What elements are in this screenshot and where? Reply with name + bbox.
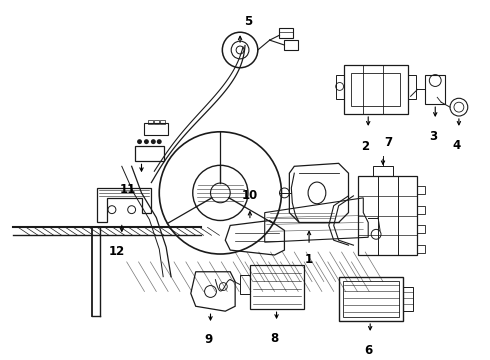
Text: 11: 11 bbox=[120, 183, 136, 196]
Bar bbox=[408, 75, 416, 99]
Bar bbox=[279, 28, 294, 38]
Bar bbox=[148, 120, 153, 124]
Text: 5: 5 bbox=[244, 15, 252, 28]
Text: 10: 10 bbox=[242, 189, 258, 202]
Bar bbox=[358, 176, 417, 255]
Bar bbox=[425, 75, 445, 104]
Text: 3: 3 bbox=[429, 130, 438, 143]
Bar bbox=[154, 120, 159, 124]
Bar bbox=[250, 265, 304, 309]
Circle shape bbox=[144, 139, 149, 144]
Bar bbox=[145, 123, 168, 135]
Circle shape bbox=[137, 139, 142, 144]
Text: 2: 2 bbox=[361, 140, 369, 153]
Text: 6: 6 bbox=[364, 344, 372, 357]
Text: 12: 12 bbox=[109, 245, 125, 258]
Text: 9: 9 bbox=[204, 333, 213, 346]
Bar bbox=[339, 277, 403, 321]
Bar bbox=[417, 206, 425, 213]
Bar bbox=[351, 73, 400, 106]
Bar bbox=[160, 120, 165, 124]
Text: 4: 4 bbox=[453, 139, 461, 152]
Bar bbox=[417, 225, 425, 233]
Text: 8: 8 bbox=[270, 332, 279, 345]
Text: 7: 7 bbox=[384, 136, 392, 149]
Bar bbox=[336, 75, 343, 99]
Bar bbox=[417, 186, 425, 194]
Bar bbox=[284, 40, 298, 50]
Bar bbox=[135, 145, 164, 161]
Bar bbox=[240, 275, 250, 294]
Text: 1: 1 bbox=[305, 253, 313, 266]
Bar bbox=[417, 245, 425, 253]
Bar bbox=[373, 166, 393, 176]
Circle shape bbox=[157, 139, 162, 144]
Circle shape bbox=[151, 139, 156, 144]
Bar bbox=[343, 65, 408, 114]
Bar bbox=[343, 281, 399, 317]
Bar bbox=[403, 287, 413, 311]
